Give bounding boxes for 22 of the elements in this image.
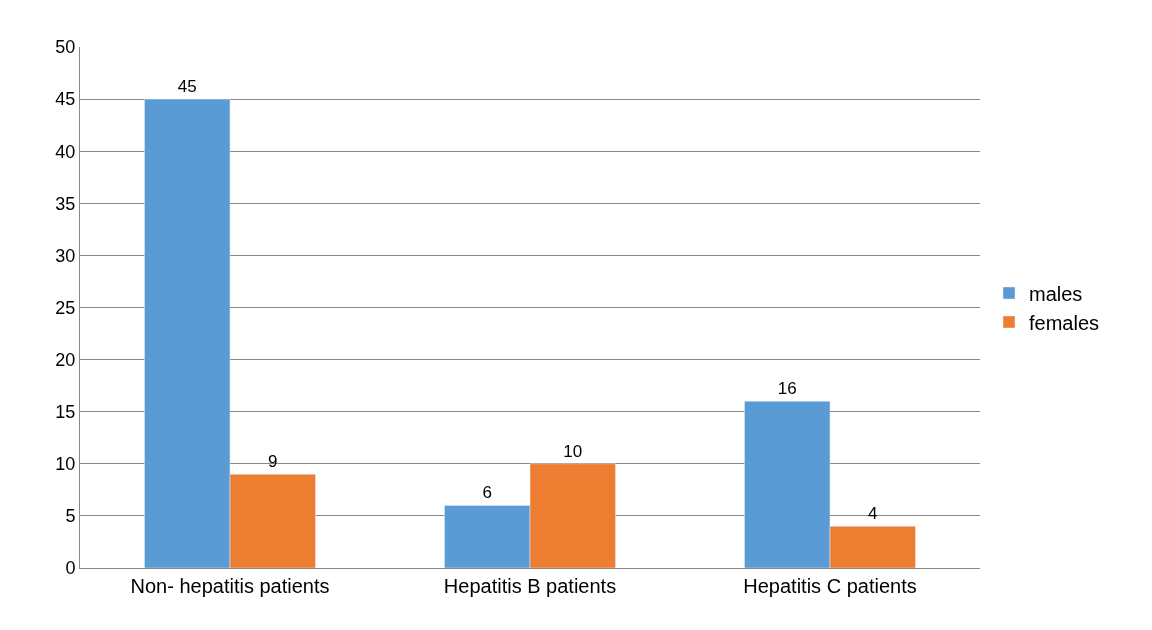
y-tick-label: 50 <box>55 37 76 58</box>
y-tick-label: 30 <box>55 245 76 266</box>
data-label: 10 <box>563 441 583 461</box>
legend-label: males <box>1029 282 1083 305</box>
x-tick-label: Hepatitis C patients <box>743 575 917 597</box>
y-tick-label: 40 <box>55 141 76 162</box>
data-label: 6 <box>482 483 492 503</box>
data-label: 16 <box>777 379 797 399</box>
y-tick-label: 5 <box>65 506 76 527</box>
y-tick-label: 20 <box>55 349 76 370</box>
data-label: 4 <box>868 504 878 524</box>
data-label: 45 <box>177 77 197 97</box>
y-tick-label: 45 <box>55 89 76 110</box>
x-tick-label: Hepatitis B patients <box>443 575 617 597</box>
data-label: 9 <box>268 452 278 472</box>
y-tick-label: 0 <box>65 558 76 579</box>
x-tick-label: Non- hepatitis patients <box>130 575 330 597</box>
y-tick-label: 15 <box>55 402 76 422</box>
y-tick-label: 10 <box>55 454 76 475</box>
y-tick-label: 35 <box>55 193 76 214</box>
y-tick-label: 25 <box>55 297 76 318</box>
legend-label: females <box>1029 311 1100 334</box>
